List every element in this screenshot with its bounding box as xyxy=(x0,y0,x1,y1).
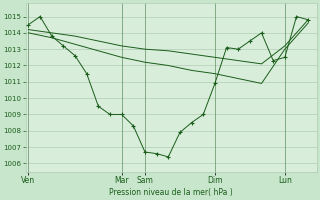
X-axis label: Pression niveau de la mer( hPa ): Pression niveau de la mer( hPa ) xyxy=(109,188,233,197)
